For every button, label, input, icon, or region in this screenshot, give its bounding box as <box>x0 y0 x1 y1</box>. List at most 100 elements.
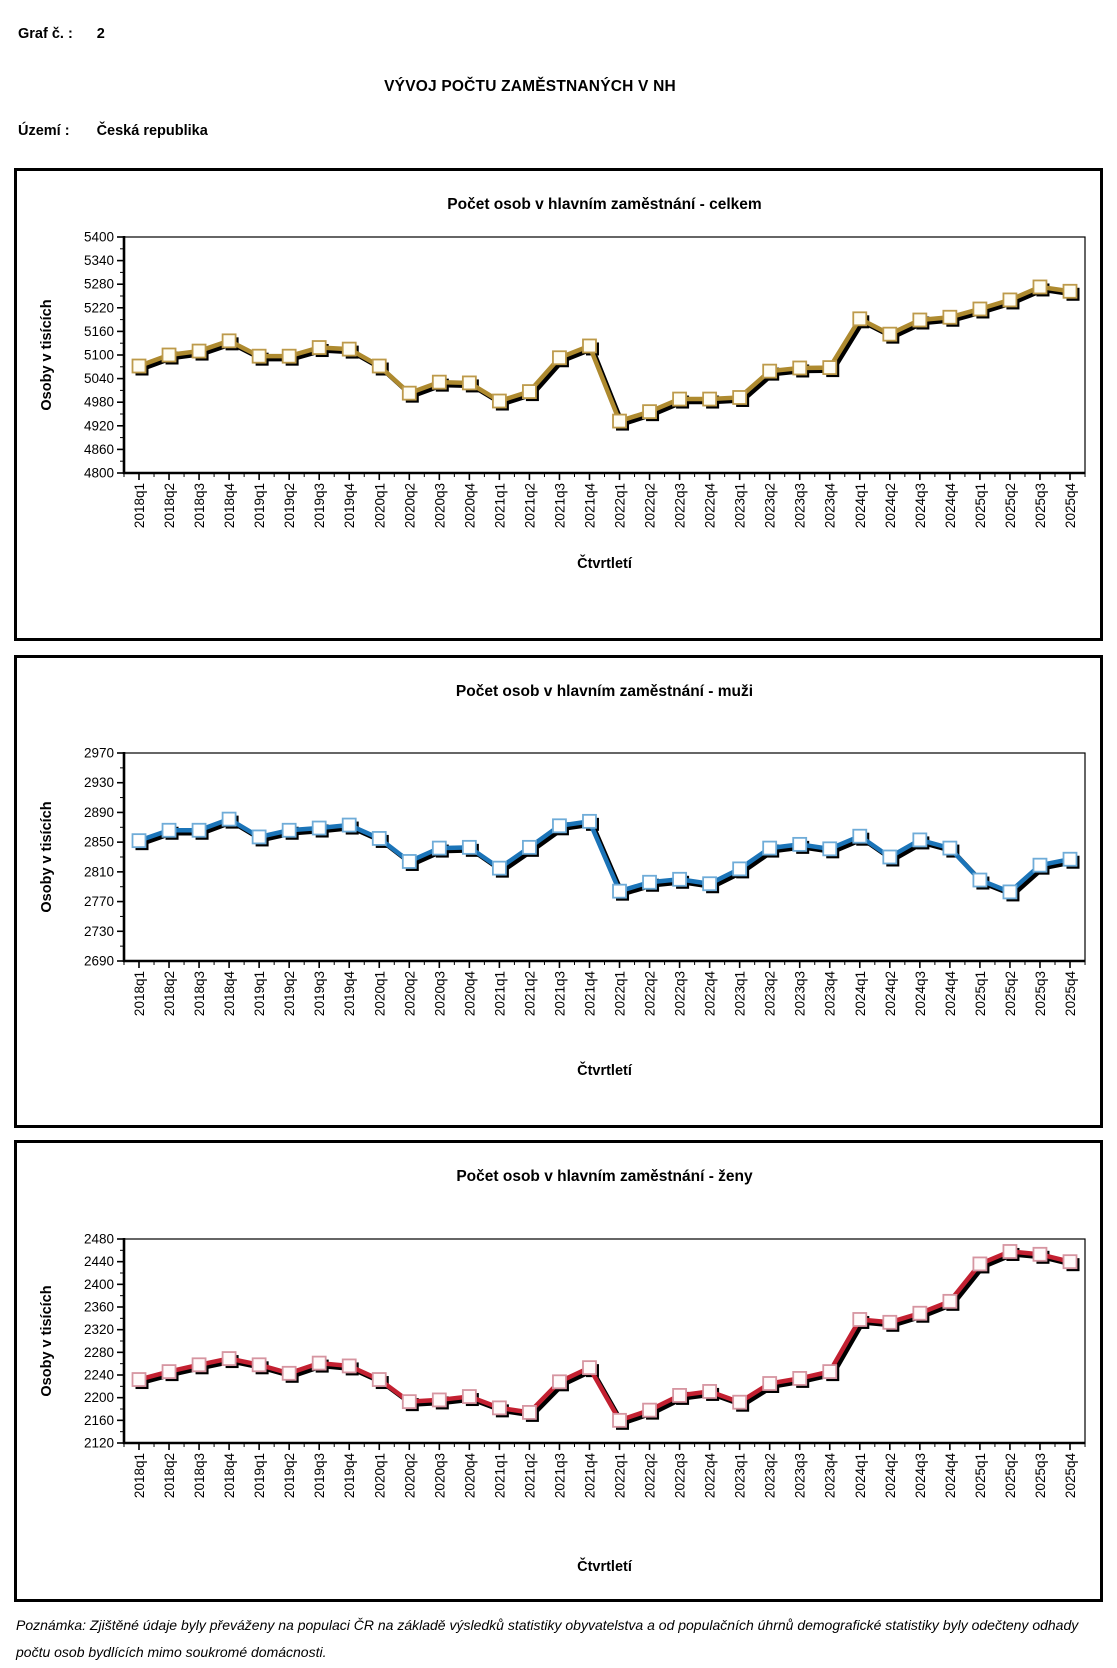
data-point-marker <box>221 1351 237 1366</box>
y-axis-title: Osoby v tisících <box>39 299 55 410</box>
x-axis-tick-label: 2019q2 <box>282 483 297 528</box>
y-axis-tick-label: 2890 <box>84 805 114 820</box>
x-axis-tick-label: 2018q1 <box>132 483 147 528</box>
y-axis-tick-label: 2320 <box>84 1322 114 1337</box>
area-row: Území : Česká republika <box>18 123 208 139</box>
x-axis-tick-label: 2022q3 <box>673 483 688 528</box>
x-axis-tick-label: 2022q2 <box>643 971 658 1016</box>
x-axis-tick-label: 2018q1 <box>132 1453 147 1498</box>
x-axis-tick-label: 2018q3 <box>192 1453 207 1498</box>
x-axis-tick-label: 2024q1 <box>853 971 868 1016</box>
y-axis-tick-label: 5400 <box>84 230 114 245</box>
data-point-marker <box>972 872 988 888</box>
x-axis-tick-label: 2018q4 <box>222 483 237 529</box>
x-axis-tick-label: 2018q3 <box>192 971 207 1016</box>
data-point-marker <box>191 1357 207 1373</box>
x-axis-tick-label: 2020q2 <box>402 1453 417 1498</box>
x-axis-tick-label: 2023q3 <box>793 483 808 528</box>
data-point-marker <box>461 375 477 391</box>
x-axis-title: Čtvrtletí <box>577 1061 633 1079</box>
data-point-marker <box>1002 292 1018 308</box>
data-point-marker <box>522 839 537 855</box>
data-point-marker <box>161 1364 177 1380</box>
x-axis-tick-label: 2019q4 <box>342 1453 357 1499</box>
x-axis-tick-label: 2021q1 <box>492 483 507 528</box>
x-axis-tick-label: 2020q1 <box>372 971 387 1016</box>
x-axis-tick-label: 2025q4 <box>1063 483 1078 529</box>
y-axis-tick-label: 2160 <box>84 1413 114 1428</box>
y-axis-tick-label: 2850 <box>84 835 114 850</box>
data-point-marker <box>792 360 808 376</box>
chart-svg-celkem: 4800 4860 4920 4980 5040 5100 5160 5220 5280 5340… <box>39 196 1086 572</box>
x-axis-tick-label: 2025q1 <box>973 1453 988 1498</box>
x-axis-tick-label: 2022q1 <box>613 971 628 1016</box>
y-axis-tick-label: 2480 <box>84 1232 114 1247</box>
page-title: VÝVOJ POČTU ZAMĚSTNANÝCH V NH <box>384 78 676 95</box>
y-axis-tick-label: 2690 <box>84 954 114 969</box>
x-axis-tick-label: 2020q1 <box>372 483 387 528</box>
x-axis-tick-label: 2021q4 <box>582 971 597 1017</box>
x-axis-tick-label: 2020q3 <box>432 1453 447 1498</box>
data-point-marker <box>672 391 687 407</box>
data-point-marker <box>672 871 687 887</box>
x-axis-tick-label: 2024q3 <box>913 483 928 528</box>
x-axis-tick-label: 2019q2 <box>282 1453 297 1498</box>
x-axis-tick-label: 2019q1 <box>252 1453 267 1498</box>
chart-box-muzi: 2690 2730 2770 2810 2850 2890 2930 2970 2018q1 20… <box>14 655 1103 1128</box>
data-point-marker <box>431 374 447 390</box>
x-axis-tick-label: 2019q1 <box>252 971 267 1016</box>
data-point-marker <box>311 340 327 355</box>
x-axis-tick-label: 2021q3 <box>552 971 567 1016</box>
data-point-marker <box>972 1256 988 1272</box>
data-point-marker <box>281 348 297 364</box>
x-axis-tick-label: 2022q2 <box>643 483 658 528</box>
data-point-marker <box>371 358 387 374</box>
data-point-marker <box>281 1365 297 1381</box>
series-line <box>138 284 1071 424</box>
x-axis-tick-label: 2021q4 <box>582 1453 597 1499</box>
data-point-marker <box>702 876 718 892</box>
data-point-marker <box>642 874 657 890</box>
area-label: Území : <box>18 123 70 139</box>
x-axis-tick-label: 2021q1 <box>492 1453 507 1498</box>
data-point-marker <box>732 1394 748 1410</box>
data-point-marker <box>131 833 147 849</box>
x-axis-tick-label: 2024q2 <box>883 971 898 1016</box>
data-point-marker <box>251 348 267 364</box>
x-axis-tick-label: 2021q4 <box>582 483 597 529</box>
data-point-marker <box>401 1394 417 1410</box>
data-point-marker <box>912 832 928 848</box>
area-value: Česká republika <box>96 123 208 139</box>
x-axis-tick-label: 2020q4 <box>462 1453 477 1499</box>
x-axis-tick-label: 2025q3 <box>1033 971 1048 1016</box>
y-axis-tick-label: 2200 <box>84 1390 114 1405</box>
y-axis-tick-label: 2120 <box>84 1436 114 1451</box>
footer-note: Poznámka: Zjištěné údaje byly převáženy … <box>16 1617 1079 1660</box>
data-point-marker <box>882 326 898 342</box>
data-point-marker <box>1002 884 1018 900</box>
data-point-marker <box>131 358 147 374</box>
data-point-marker <box>552 350 567 366</box>
data-point-marker <box>191 822 207 838</box>
y-axis-tick-label: 2240 <box>84 1368 114 1383</box>
x-axis-tick-label: 2021q3 <box>552 483 567 528</box>
data-point-marker <box>1032 1246 1048 1262</box>
y-axis-tick-label: 4980 <box>84 395 114 410</box>
data-point-marker <box>582 338 597 354</box>
series-line <box>138 1249 1071 1424</box>
data-point-marker <box>822 360 838 375</box>
data-point-marker <box>431 1392 447 1408</box>
x-axis-title: Čtvrtletí <box>577 554 633 572</box>
y-axis-tick-label: 2930 <box>84 775 114 790</box>
data-point-marker <box>311 1355 327 1371</box>
x-axis-tick-label: 2025q4 <box>1063 1453 1078 1499</box>
y-axis-title: Osoby v tisících <box>39 801 55 912</box>
x-axis-tick-label: 2025q4 <box>1063 971 1078 1017</box>
y-axis-tick-label: 2440 <box>84 1254 114 1269</box>
data-point-marker <box>221 333 237 349</box>
data-point-marker <box>702 391 718 407</box>
x-axis-tick-label: 2020q3 <box>432 971 447 1016</box>
data-point-marker <box>942 309 958 325</box>
data-point-marker <box>281 822 297 838</box>
